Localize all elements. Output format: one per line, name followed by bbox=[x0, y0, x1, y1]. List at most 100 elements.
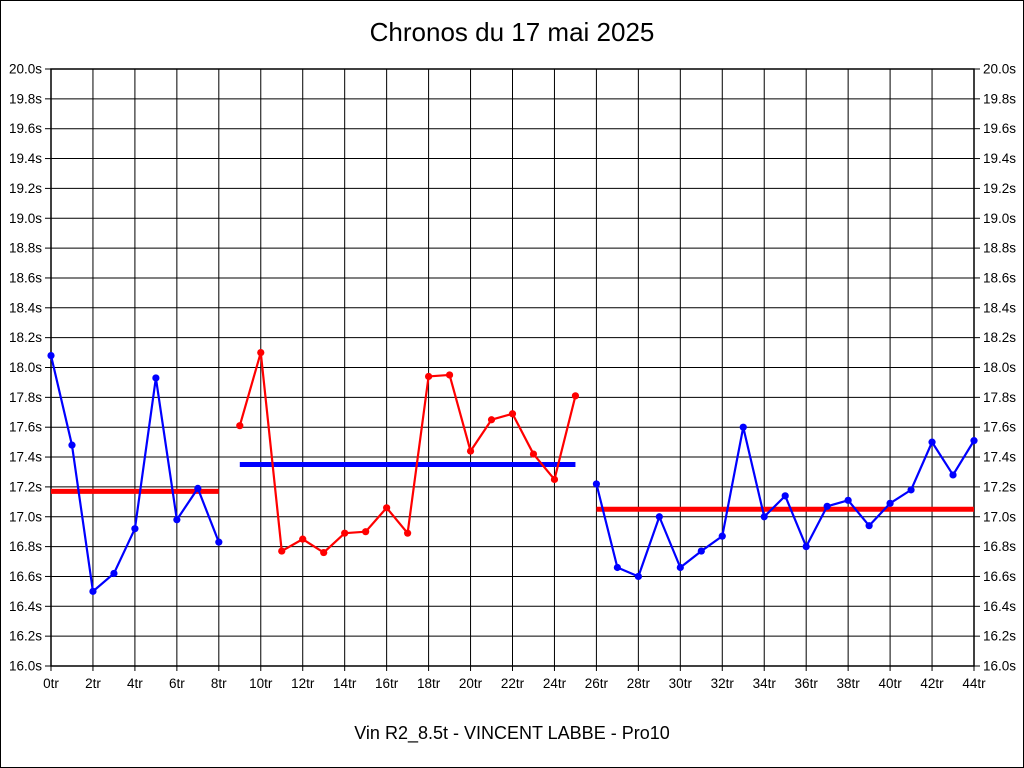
data-point-stint-2-lap-24 bbox=[550, 475, 559, 484]
y-tick-label-left: 18.6s bbox=[9, 270, 42, 285]
x-tick-label: 2tr bbox=[85, 676, 101, 691]
y-tick-label-right: 16.8s bbox=[983, 539, 1016, 554]
data-point-stint-1-lap-2 bbox=[89, 587, 97, 595]
data-point-stint-2-lap-21 bbox=[487, 416, 496, 424]
y-tick-label-right: 17.2s bbox=[983, 479, 1016, 494]
y-tick-label-right: 16.6s bbox=[983, 569, 1016, 584]
data-point-stint-3-lap-40 bbox=[886, 499, 894, 507]
y-tick-label-left: 17.8s bbox=[9, 390, 42, 405]
x-tick-label: 22tr bbox=[501, 676, 525, 691]
x-tick-label: 20tr bbox=[459, 676, 483, 691]
data-point-stint-2-lap-17 bbox=[404, 529, 412, 537]
y-tick-label-left: 19.2s bbox=[9, 181, 42, 196]
y-tick-label-left: 16.4s bbox=[9, 599, 42, 614]
data-point-stint-1-lap-3 bbox=[110, 569, 118, 578]
data-point-stint-2-lap-10 bbox=[257, 348, 265, 357]
data-point-stint-3-lap-32 bbox=[718, 532, 726, 540]
y-tick-label-left: 19.0s bbox=[9, 211, 42, 226]
y-tick-label-left: 19.8s bbox=[9, 91, 42, 106]
x-tick-label: 26tr bbox=[585, 676, 609, 691]
y-tick-label-left: 16.8s bbox=[9, 539, 42, 554]
data-point-stint-2-lap-13 bbox=[320, 548, 328, 557]
data-point-stint-2-lap-15 bbox=[362, 528, 370, 536]
data-point-stint-3-lap-31 bbox=[697, 547, 705, 555]
x-tick-label: 6tr bbox=[169, 676, 185, 691]
data-point-stint-1-lap-1 bbox=[68, 441, 76, 449]
x-tick-label: 0tr bbox=[43, 676, 59, 691]
data-point-stint-2-lap-22 bbox=[508, 410, 517, 418]
y-tick-label-left: 17.6s bbox=[9, 420, 42, 435]
data-point-stint-3-lap-36 bbox=[802, 543, 810, 551]
data-point-stint-2-lap-16 bbox=[383, 504, 391, 512]
data-point-stint-3-lap-38 bbox=[844, 496, 852, 504]
y-tick-label-left: 18.8s bbox=[9, 241, 42, 256]
x-tick-label: 34tr bbox=[753, 676, 777, 691]
y-tick-label-right: 18.0s bbox=[983, 360, 1016, 375]
x-tick-label: 44tr bbox=[962, 676, 986, 691]
x-tick-label: 36tr bbox=[795, 676, 819, 691]
y-tick-label-right: 19.0s bbox=[983, 211, 1016, 226]
x-tick-label: 38tr bbox=[837, 676, 861, 691]
y-tick-label-right: 18.8s bbox=[983, 241, 1016, 256]
x-tick-label: 16tr bbox=[375, 676, 399, 691]
data-point-stint-3-lap-29 bbox=[655, 513, 663, 521]
y-tick-label-left: 16.0s bbox=[9, 659, 42, 674]
y-tick-label-right: 17.6s bbox=[983, 420, 1016, 435]
y-tick-label-left: 16.2s bbox=[9, 629, 42, 644]
x-tick-label: 42tr bbox=[920, 676, 944, 691]
data-point-stint-2-lap-23 bbox=[529, 450, 538, 458]
data-point-stint-2-lap-25 bbox=[571, 392, 580, 400]
y-tick-label-left: 18.4s bbox=[9, 300, 42, 315]
y-tick-label-left: 19.6s bbox=[9, 121, 42, 136]
y-tick-label-right: 20.0s bbox=[983, 62, 1016, 77]
data-point-stint-3-lap-34 bbox=[760, 513, 768, 521]
data-point-stint-3-lap-30 bbox=[676, 563, 684, 572]
data-point-stint-3-lap-41 bbox=[907, 486, 915, 494]
data-point-stint-3-lap-28 bbox=[634, 572, 642, 581]
series-line-stint-2 bbox=[238, 351, 577, 554]
x-tick-label: 40tr bbox=[878, 676, 902, 691]
data-point-stint-1-lap-7 bbox=[194, 484, 202, 492]
y-tick-label-right: 18.2s bbox=[983, 330, 1016, 345]
plot-border bbox=[50, 68, 975, 667]
data-point-stint-3-lap-42 bbox=[928, 438, 936, 446]
x-tick-label: 24tr bbox=[543, 676, 567, 691]
data-point-stint-3-lap-43 bbox=[949, 471, 957, 479]
y-tick-label-right: 19.8s bbox=[983, 91, 1016, 106]
data-point-stint-1-lap-0 bbox=[47, 351, 55, 360]
y-tick-label-right: 19.2s bbox=[983, 181, 1016, 196]
data-point-stint-3-lap-27 bbox=[613, 563, 621, 572]
y-tick-label-left: 17.4s bbox=[9, 450, 42, 465]
y-tick-label-left: 18.2s bbox=[9, 330, 42, 345]
data-point-stint-1-lap-8 bbox=[215, 538, 223, 546]
y-tick-label-left: 16.6s bbox=[9, 569, 42, 584]
data-point-stint-3-lap-33 bbox=[739, 423, 747, 431]
data-point-stint-2-lap-19 bbox=[445, 371, 454, 379]
data-point-stint-2-lap-12 bbox=[299, 535, 307, 543]
data-point-stint-1-lap-4 bbox=[131, 525, 139, 533]
x-tick-label: 14tr bbox=[333, 676, 357, 691]
x-tick-label: 4tr bbox=[127, 676, 143, 691]
x-tick-label: 28tr bbox=[627, 676, 651, 691]
data-point-stint-2-lap-11 bbox=[278, 547, 286, 555]
data-point-stint-1-lap-6 bbox=[173, 516, 181, 524]
y-tick-label-left: 17.0s bbox=[9, 509, 42, 524]
chart-title: Chronos du 17 mai 2025 bbox=[369, 17, 655, 47]
x-tick-label: 18tr bbox=[417, 676, 441, 691]
y-tick-label-right: 16.2s bbox=[983, 629, 1016, 644]
y-tick-label-right: 17.0s bbox=[983, 509, 1016, 524]
y-tick-label-right: 19.4s bbox=[983, 151, 1016, 166]
x-tick-label: 10tr bbox=[249, 676, 273, 691]
y-tick-label-right: 16.0s bbox=[983, 659, 1016, 674]
y-tick-label-left: 18.0s bbox=[9, 360, 42, 375]
chart-footer: Vin R2_8.5t - VINCENT LABBE - Pro10 bbox=[354, 723, 670, 743]
y-tick-label-right: 17.8s bbox=[983, 390, 1016, 405]
x-tick-label: 32tr bbox=[711, 676, 735, 691]
data-point-stint-3-lap-35 bbox=[781, 492, 789, 500]
series-line-stint-3 bbox=[595, 426, 975, 578]
y-tick-label-left: 20.0s bbox=[9, 62, 42, 77]
y-tick-label-left: 17.2s bbox=[9, 479, 42, 494]
y-tick-label-right: 18.6s bbox=[983, 270, 1016, 285]
